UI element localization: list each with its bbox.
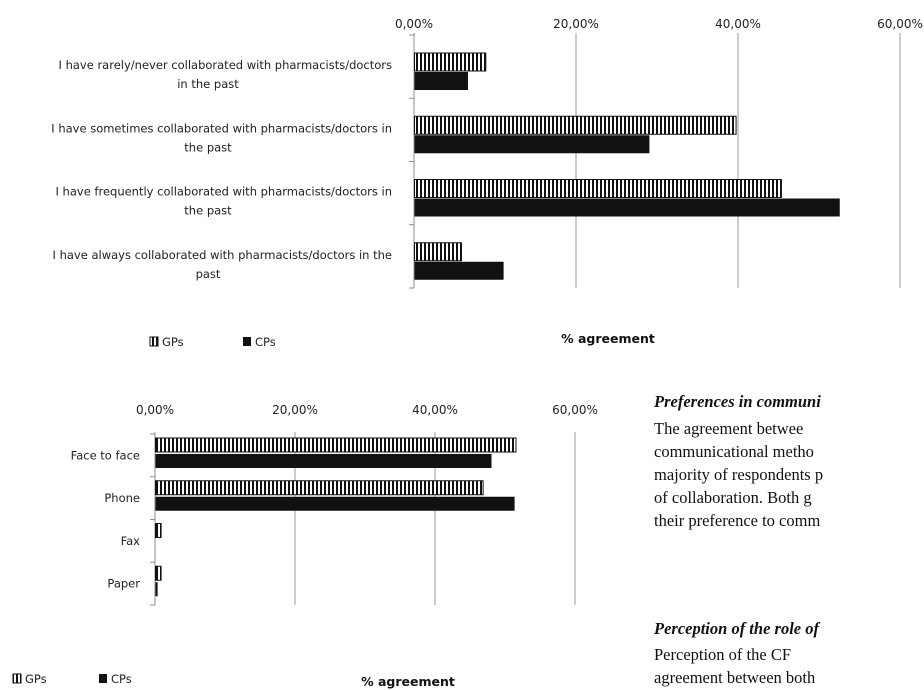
- category-label: Paper: [107, 577, 140, 591]
- paragraph-line: agreement between both: [654, 668, 816, 687]
- legend-label-cps: CPs: [111, 672, 132, 686]
- bar-cps: [414, 261, 504, 280]
- legend-label-gps: GPs: [25, 672, 47, 686]
- bar-cps: [155, 582, 158, 597]
- bar-gps: [414, 52, 487, 72]
- category-label: Fax: [121, 534, 141, 548]
- x-tick-label: 0,00%: [395, 17, 433, 31]
- bar-gps: [155, 523, 162, 538]
- legend-swatch-cps: [243, 337, 251, 346]
- category-label: I have frequently collaborated with phar…: [56, 185, 393, 199]
- paragraph-line: communicational metho: [654, 442, 814, 461]
- legend-label-cps: CPs: [255, 335, 276, 349]
- bar-cps: [414, 198, 840, 217]
- paragraph-line: of collaboration. Both g: [654, 488, 812, 507]
- category-label: in the past: [177, 77, 239, 91]
- bar-gps: [155, 437, 517, 453]
- paragraph-line: Perception of the CF: [654, 645, 792, 664]
- paragraph-line: their preference to comm: [654, 511, 821, 530]
- x-tick-label: 60,00%: [877, 17, 923, 31]
- paragraph-line: The agreement betwee: [654, 419, 804, 438]
- communication-method-chart: 0,00% 20,00% 40,00% 60,00% Face to face Phone…: [12, 403, 598, 689]
- paragraph-preferences: The agreement betwee communicational met…: [654, 417, 924, 532]
- bar-cps: [414, 72, 468, 90]
- legend-swatch-cps: [99, 674, 107, 683]
- collaboration-frequency-chart: 0,00% 20,00% 40,00% 60,00% I have rarely/nev…: [51, 17, 923, 349]
- bar-gps: [414, 115, 737, 135]
- legend-swatch-gps: [12, 673, 22, 684]
- category-label: the past: [184, 140, 232, 154]
- category-label: Face to face: [71, 448, 140, 462]
- x-tick-label: 20,00%: [272, 403, 318, 417]
- category-label: Phone: [104, 491, 140, 505]
- category-label: I have rarely/never collaborated with ph…: [59, 58, 392, 72]
- x-axis-label: % agreement: [561, 331, 655, 346]
- x-tick-label: 0,00%: [136, 403, 174, 417]
- bar-cps: [155, 454, 492, 468]
- legend-label-gps: GPs: [162, 335, 184, 349]
- bar-gps: [414, 179, 782, 198]
- x-tick-label: 60,00%: [552, 403, 598, 417]
- bar-gps: [155, 565, 162, 581]
- category-label: past: [196, 267, 221, 281]
- bar-gps: [414, 242, 462, 262]
- bar-cps: [155, 496, 515, 511]
- x-tick-label: 40,00%: [715, 17, 761, 31]
- category-label: I have sometimes collaborated with pharm…: [51, 121, 392, 135]
- section-heading-perception: Perception of the role of: [654, 619, 819, 638]
- category-label: I have always collaborated with pharmaci…: [53, 248, 392, 262]
- x-axis-label: % agreement: [361, 674, 455, 689]
- category-label: the past: [184, 204, 232, 218]
- legend-swatch-gps: [149, 336, 159, 347]
- paragraph-line: majority of respondents p: [654, 465, 824, 484]
- x-tick-label: 40,00%: [412, 403, 458, 417]
- section-heading-preferences: Preferences in communi: [654, 392, 821, 411]
- x-tick-label: 20,00%: [553, 17, 599, 31]
- bar-cps: [414, 135, 650, 154]
- paragraph-perception: Perception of the CF agreement between b…: [654, 643, 924, 689]
- bar-gps: [155, 480, 484, 496]
